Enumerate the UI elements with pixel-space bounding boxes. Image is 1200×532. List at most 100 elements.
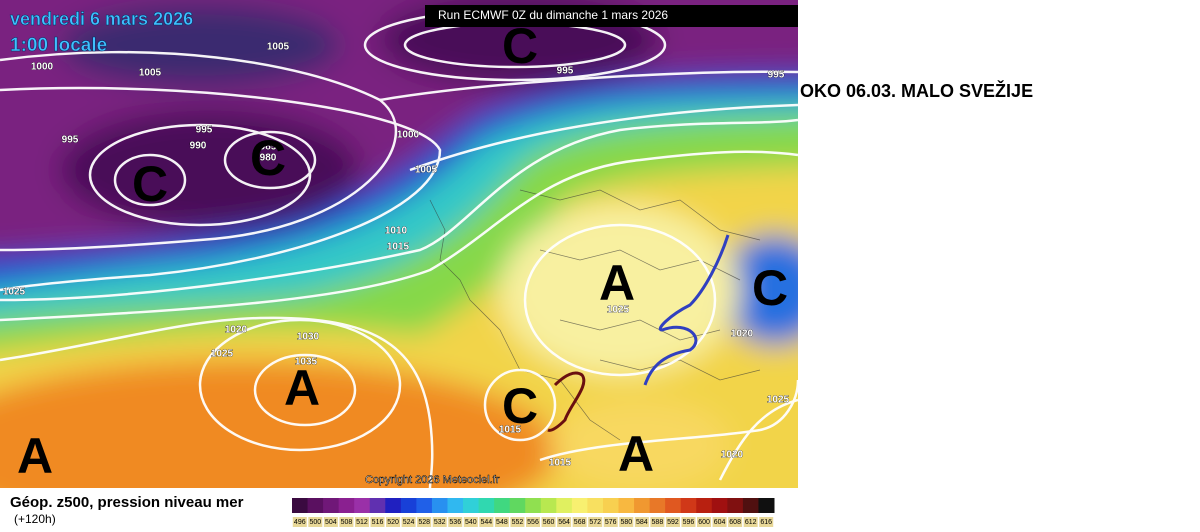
legend-swatch (416, 498, 433, 513)
pressure-center: A (618, 426, 654, 482)
legend-label: 568 (574, 519, 586, 526)
annotation: OKO 06.03. MALO SVEŽIJE (800, 80, 1033, 101)
legend-label: 512 (356, 519, 368, 526)
legend-swatch (292, 498, 309, 513)
legend-label: 612 (745, 519, 757, 526)
legend-label-box (634, 517, 649, 527)
isobar-label: 1025 (767, 395, 790, 406)
legend-label: 592 (667, 519, 679, 526)
isobar-label: 1015 (499, 425, 522, 436)
legend-label-box (386, 517, 401, 527)
legend-label-box (308, 517, 323, 527)
legend-swatch (618, 498, 635, 513)
legend-label-box (448, 517, 463, 527)
legend-swatch (494, 498, 511, 513)
legend-label-box (417, 517, 432, 527)
legend-swatch (540, 498, 557, 513)
legend-swatch (758, 498, 775, 513)
legend-label: 528 (418, 519, 430, 526)
legend-swatch (634, 498, 651, 513)
legend-label: 604 (714, 519, 726, 526)
legend-label-box (541, 517, 556, 527)
legend-swatch (556, 498, 573, 513)
isobar-label: 980 (260, 153, 277, 164)
legend-label-box (759, 517, 774, 527)
time-label: 1:00 locale (10, 35, 107, 56)
legend-swatch (463, 498, 480, 513)
legend-swatch (369, 498, 386, 513)
isobar-label: 1025 (607, 305, 630, 316)
legend-label: 548 (496, 519, 508, 526)
isobar-label: 985 (260, 142, 277, 153)
pressure-center: A (284, 360, 320, 416)
legend-label-box (557, 517, 572, 527)
legend-label: 600 (698, 519, 710, 526)
isobar-label: 995 (768, 70, 785, 81)
legend-label-box (323, 517, 338, 527)
legend-swatch (587, 498, 604, 513)
legend-label: 520 (387, 519, 399, 526)
legend-swatch (696, 498, 713, 513)
copyright: Copyright 2026 Meteociel.fr (365, 474, 500, 486)
legend-swatch (307, 498, 324, 513)
legend-label: 588 (652, 519, 664, 526)
legend-label: 536 (449, 519, 461, 526)
legend-label-box (588, 517, 603, 527)
legend-label-box (432, 517, 447, 527)
lead-time: (+120h) (14, 512, 56, 526)
legend-label-box (619, 517, 634, 527)
run-box (425, 5, 798, 27)
legend-swatch (338, 498, 355, 513)
legend-label: 572 (589, 519, 601, 526)
isobar-label: 1005 (139, 68, 162, 79)
legend-swatch (509, 498, 526, 513)
pressure-center: C (502, 18, 538, 74)
legend-swatch (400, 498, 417, 513)
legend-label-box (650, 517, 665, 527)
isobar-label: 1010 (385, 226, 408, 237)
legend-label-box (354, 517, 369, 527)
legend-swatch (323, 498, 340, 513)
legend-label: 508 (341, 519, 353, 526)
isobar-label: 990 (190, 141, 207, 152)
legend-label: 556 (527, 519, 539, 526)
legend-label-box (665, 517, 680, 527)
isobar-label: 1015 (549, 458, 572, 469)
legend-label: 596 (683, 519, 695, 526)
isobar-label: 1025 (211, 349, 234, 360)
legend-label: 532 (434, 519, 446, 526)
pressure-center: C (502, 378, 538, 434)
legend-swatch (665, 498, 682, 513)
legend-swatch (525, 498, 542, 513)
pressure-center: A (599, 255, 635, 311)
isobar-label: 1025 (3, 287, 26, 298)
isobar-label: 1005 (415, 165, 438, 176)
run-label: Run ECMWF 0Z du dimanche 1 mars 2026 (438, 8, 668, 22)
legend-label: 608 (729, 519, 741, 526)
pressure-center: C (250, 130, 286, 186)
isobar-label: 1005 (267, 42, 290, 53)
legend-label-box (463, 517, 478, 527)
legend-label-box (743, 517, 758, 527)
isobar-label: 995 (196, 125, 213, 136)
legend-label-box (479, 517, 494, 527)
legend-swatch (478, 498, 495, 513)
legend-label-box (401, 517, 416, 527)
legend-label-box (339, 517, 354, 527)
legend-swatch (711, 498, 728, 513)
legend-label: 516 (372, 519, 384, 526)
isobar-label: 1035 (295, 357, 318, 368)
legend-label: 560 (543, 519, 555, 526)
pressure-center: C (132, 156, 168, 212)
color-legend: 496 500 504 508 512 516 520 524 528 532 536 540 544 5… (292, 498, 775, 527)
isobar-label: 1020 (721, 450, 744, 461)
legend-label-box (292, 517, 307, 527)
pressure-center: C (752, 260, 788, 316)
legend-label: 552 (512, 519, 524, 526)
legend-label: 524 (403, 519, 415, 526)
isobar-label: 1030 (297, 332, 320, 343)
legend-label-box (370, 517, 385, 527)
legend-swatch (354, 498, 371, 513)
